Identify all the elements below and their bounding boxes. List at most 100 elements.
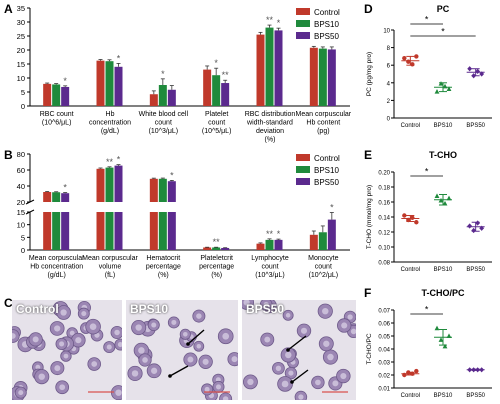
red-blood-cell-center (117, 342, 122, 348)
bar (203, 69, 212, 106)
x-tick-label: Mean corpuscular (82, 255, 138, 262)
red-blood-cell-center (59, 384, 66, 391)
bar (61, 86, 70, 106)
red-blood-cell-center (150, 367, 158, 374)
data-point (471, 227, 477, 234)
legend-swatch (296, 166, 310, 173)
data-point (434, 89, 440, 94)
arrow-icon (291, 369, 309, 383)
red-blood-cell-center (18, 390, 24, 396)
y-tick-label: 0.03 (378, 361, 390, 367)
micrograph-control: Control (12, 300, 122, 400)
bar (221, 83, 230, 106)
data-point (438, 81, 444, 86)
y-tick-label: 10 (17, 221, 25, 230)
red-blood-cell-center (285, 313, 291, 318)
significance-mark: ** (213, 237, 221, 247)
panel-letter-a: A (4, 2, 13, 16)
red-blood-cell-center (91, 361, 98, 367)
significance-mark: * (330, 203, 334, 213)
micrograph-bps50: BPS50 (242, 300, 356, 400)
y-tick-label: 0.07 (378, 309, 390, 315)
arrow-head-icon (186, 342, 190, 346)
x-tick-label: Lymphocyte (251, 255, 289, 262)
red-blood-cell-center (69, 330, 75, 336)
x-tick-label: Hb (106, 111, 115, 118)
legend-label: BPS50 (314, 178, 339, 187)
bar-lower-segment (158, 212, 167, 250)
x-tick-label: count (208, 120, 225, 127)
y-tick-label: 0.04 (378, 348, 390, 354)
x-tick-label: count (315, 264, 332, 271)
bar (309, 47, 318, 106)
legend-swatch (296, 178, 310, 185)
red-blood-cell-center (89, 323, 97, 330)
significance-mark: * (277, 229, 281, 239)
red-blood-cell-center (115, 389, 122, 396)
x-tick-label: deviation (256, 128, 284, 135)
y-tick-label: 0.01 (378, 387, 390, 393)
chart-a-blood-parameters: 0 5 10 15 20 25 30 35 RBC count (10^6/μL) Hb concen… (17, 4, 352, 144)
red-blood-cell-center (275, 365, 282, 371)
y-axis-label: T-CHO (mmol/mg pro) (366, 185, 373, 249)
y-tick-label: 10 (383, 29, 390, 35)
bar (256, 34, 265, 106)
y-tick-label: 25 (17, 32, 25, 41)
y-tick-label: 0 (21, 102, 25, 111)
red-blood-cell-center (81, 311, 87, 317)
bar (149, 94, 158, 106)
y-tick-label: 0.10 (378, 246, 390, 252)
bar (114, 165, 123, 202)
bar (43, 83, 52, 106)
x-tick-label: White blood cell (139, 111, 189, 118)
red-blood-cell-center (35, 364, 41, 370)
x-tick-label: RBC distribution (245, 111, 296, 118)
red-blood-cell-center (204, 386, 210, 392)
y-tick-label: 0.18 (378, 186, 390, 192)
red-blood-cell-center (60, 309, 67, 316)
bar-lower-segment (61, 212, 70, 250)
red-blood-cell-center (327, 353, 334, 361)
x-tick-label: BPS50 (466, 267, 485, 273)
y-tick-label: 20 (17, 46, 25, 55)
x-tick-label: (fL) (105, 272, 116, 279)
data-point (414, 54, 419, 59)
x-tick-label: BPS10 (434, 267, 453, 273)
data-point (446, 86, 452, 91)
red-blood-cell-center (300, 327, 308, 334)
significance-mark: * (117, 155, 121, 165)
bar-lower-segment (105, 212, 114, 250)
y-tick-label: 60 (17, 166, 25, 175)
red-blood-cell-center (315, 379, 321, 386)
significance-mark: * (117, 53, 121, 63)
x-tick-label: count (261, 264, 278, 271)
x-tick-label: concentration (89, 120, 131, 127)
y-axis-label: T-CHO/PC (366, 333, 373, 364)
red-blood-cell-center (341, 322, 348, 329)
y-tick-label: 40 (17, 182, 25, 191)
red-blood-cell-center (12, 333, 16, 339)
y-tick-label: 35 (17, 4, 25, 13)
bar (43, 192, 52, 202)
legend-label: BPS10 (314, 166, 339, 175)
x-tick-label: BPS10 (434, 393, 453, 399)
red-blood-cell-center (142, 357, 148, 363)
y-tick-label: 5 (21, 233, 25, 242)
data-point (475, 220, 481, 226)
bar (212, 247, 221, 250)
x-tick-label: BPS50 (466, 123, 485, 129)
chart-d-pc: PC PC (pg/mg pro) 0 2 4 6 8 10 Control BPS10 BPS50… (366, 4, 492, 129)
significance-mark: ** (266, 15, 274, 25)
bar (327, 49, 336, 106)
y-tick-label: 5 (21, 88, 25, 97)
panel-letter-c: C (4, 296, 13, 310)
red-blood-cell-center (350, 328, 356, 335)
arrow-icon (187, 329, 205, 345)
arrow-head-icon (290, 380, 294, 384)
data-point (438, 337, 444, 342)
legend-label: Control (314, 8, 340, 17)
red-blood-cell-center (332, 380, 339, 387)
x-tick-label: (g/dL) (101, 128, 119, 135)
data-point (414, 220, 419, 225)
x-tick-label: Mean corpuscular (29, 255, 85, 262)
